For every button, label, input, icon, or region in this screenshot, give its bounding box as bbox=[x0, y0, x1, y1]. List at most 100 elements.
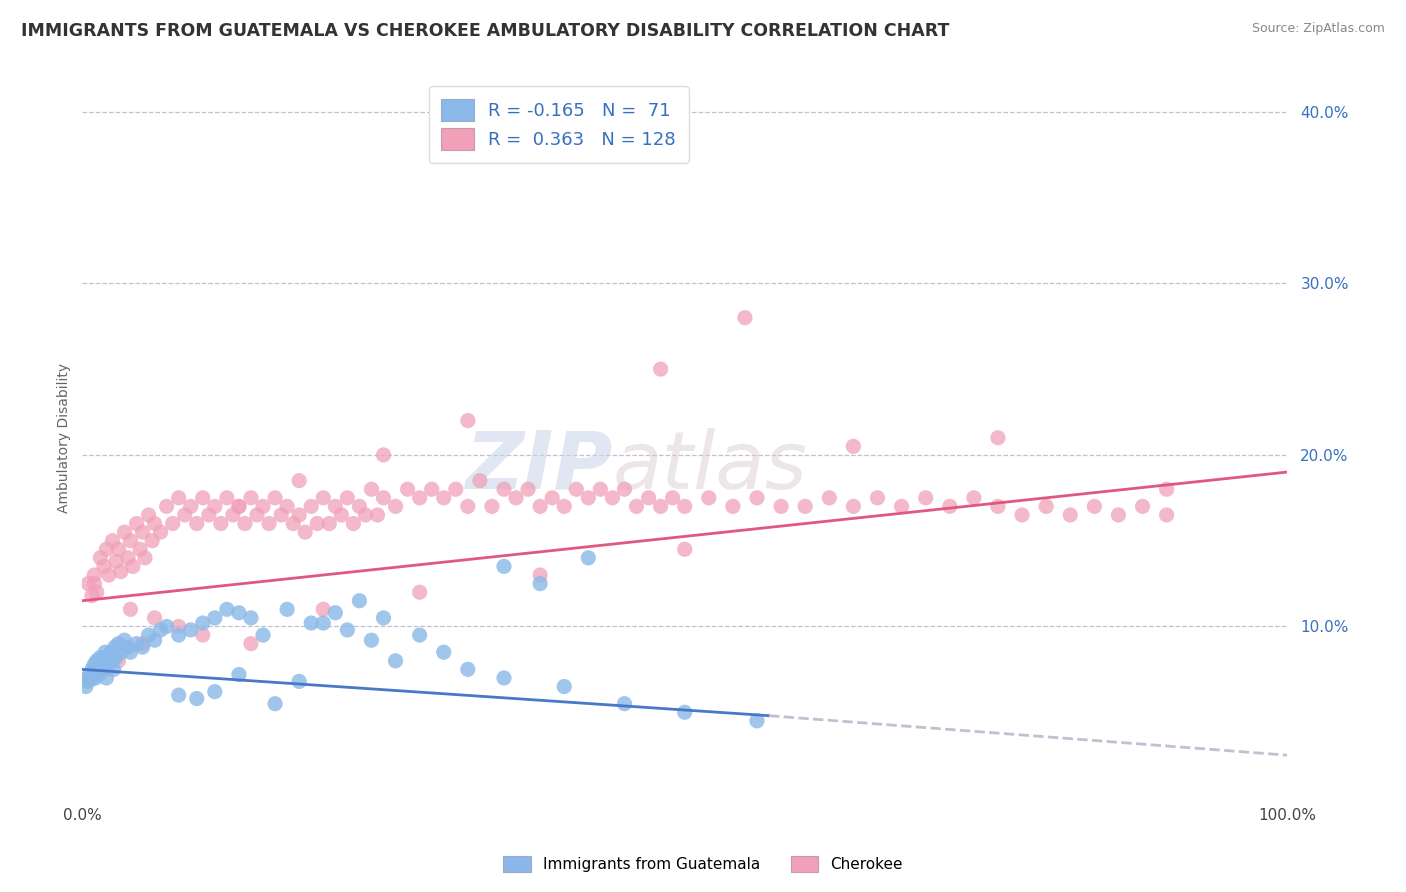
Legend: R = -0.165   N =  71, R =  0.363   N = 128: R = -0.165 N = 71, R = 0.363 N = 128 bbox=[429, 87, 689, 163]
Point bbox=[330, 508, 353, 522]
Point bbox=[138, 628, 160, 642]
Point bbox=[721, 500, 744, 514]
Point bbox=[239, 637, 262, 651]
Point bbox=[204, 611, 226, 625]
Point bbox=[1035, 500, 1057, 514]
Point bbox=[349, 593, 371, 607]
Point bbox=[97, 568, 120, 582]
Point bbox=[373, 448, 395, 462]
Point bbox=[80, 673, 103, 687]
Point bbox=[673, 500, 696, 514]
Point bbox=[100, 645, 122, 659]
Point bbox=[626, 500, 648, 514]
Point bbox=[107, 654, 129, 668]
Point bbox=[233, 516, 256, 531]
Point bbox=[354, 508, 377, 522]
Point bbox=[76, 674, 98, 689]
Point bbox=[342, 516, 364, 531]
Point bbox=[318, 516, 340, 531]
Point bbox=[613, 482, 636, 496]
Point bbox=[79, 667, 101, 681]
Point bbox=[264, 697, 287, 711]
Point bbox=[565, 482, 588, 496]
Point bbox=[167, 688, 190, 702]
Point bbox=[103, 662, 125, 676]
Point bbox=[576, 550, 599, 565]
Point bbox=[529, 568, 551, 582]
Y-axis label: Ambulatory Disability: Ambulatory Disability bbox=[58, 363, 72, 513]
Point bbox=[673, 706, 696, 720]
Point bbox=[89, 550, 111, 565]
Point bbox=[270, 508, 292, 522]
Point bbox=[120, 533, 142, 548]
Point bbox=[890, 500, 912, 514]
Point bbox=[288, 674, 311, 689]
Point bbox=[180, 623, 202, 637]
Point bbox=[87, 662, 110, 676]
Point bbox=[294, 525, 316, 540]
Point bbox=[93, 559, 115, 574]
Point bbox=[209, 516, 232, 531]
Point bbox=[143, 516, 166, 531]
Point bbox=[252, 628, 274, 642]
Point bbox=[80, 662, 103, 676]
Point bbox=[252, 500, 274, 514]
Point bbox=[122, 559, 145, 574]
Point bbox=[167, 628, 190, 642]
Point bbox=[529, 500, 551, 514]
Point bbox=[481, 500, 503, 514]
Point bbox=[141, 533, 163, 548]
Point bbox=[360, 633, 382, 648]
Point bbox=[97, 657, 120, 672]
Point bbox=[1156, 482, 1178, 496]
Point bbox=[75, 680, 97, 694]
Point bbox=[114, 633, 136, 648]
Point bbox=[914, 491, 936, 505]
Point bbox=[77, 671, 100, 685]
Point bbox=[96, 662, 118, 676]
Point bbox=[650, 362, 672, 376]
Point bbox=[457, 500, 479, 514]
Point bbox=[120, 645, 142, 659]
Text: ZIP: ZIP bbox=[465, 427, 613, 506]
Point bbox=[83, 568, 105, 582]
Point bbox=[312, 602, 335, 616]
Point bbox=[1011, 508, 1033, 522]
Point bbox=[186, 516, 208, 531]
Point bbox=[842, 439, 865, 453]
Point bbox=[336, 491, 359, 505]
Point bbox=[149, 525, 172, 540]
Point bbox=[734, 310, 756, 325]
Point bbox=[104, 640, 127, 654]
Point bbox=[745, 491, 768, 505]
Point bbox=[1107, 508, 1129, 522]
Point bbox=[602, 491, 624, 505]
Point bbox=[457, 414, 479, 428]
Point bbox=[84, 671, 107, 685]
Point bbox=[191, 615, 214, 630]
Point bbox=[529, 576, 551, 591]
Point bbox=[173, 508, 195, 522]
Point bbox=[1059, 508, 1081, 522]
Point bbox=[1083, 500, 1105, 514]
Point bbox=[82, 665, 104, 680]
Point bbox=[125, 637, 148, 651]
Point bbox=[131, 640, 153, 654]
Point bbox=[420, 482, 443, 496]
Point bbox=[110, 645, 132, 659]
Point bbox=[180, 500, 202, 514]
Point bbox=[288, 474, 311, 488]
Point bbox=[281, 516, 304, 531]
Point bbox=[257, 516, 280, 531]
Point bbox=[373, 491, 395, 505]
Point bbox=[673, 542, 696, 557]
Point bbox=[264, 491, 287, 505]
Point bbox=[125, 516, 148, 531]
Point bbox=[553, 680, 575, 694]
Point bbox=[323, 500, 346, 514]
Legend: Immigrants from Guatemala, Cherokee: Immigrants from Guatemala, Cherokee bbox=[495, 848, 911, 880]
Point bbox=[576, 491, 599, 505]
Point bbox=[517, 482, 540, 496]
Point bbox=[276, 500, 298, 514]
Point bbox=[541, 491, 564, 505]
